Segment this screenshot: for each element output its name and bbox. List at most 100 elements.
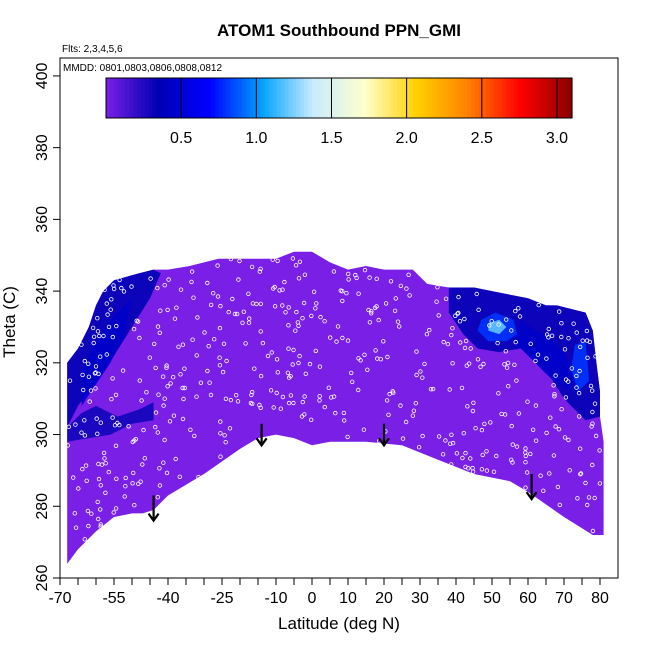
- tropopause-arrow: [255, 423, 268, 448]
- sample-marker: [571, 321, 576, 326]
- sample-marker: [131, 326, 137, 332]
- y-tick-label: 320: [34, 349, 51, 376]
- sample-marker: [103, 461, 108, 466]
- sample-marker: [286, 323, 291, 328]
- colorbar-swatch: [401, 78, 406, 118]
- sample-marker: [328, 395, 334, 400]
- sample-marker: [134, 318, 139, 323]
- sample-marker: [72, 511, 77, 516]
- sample-marker: [280, 287, 285, 292]
- sample-marker: [424, 332, 430, 337]
- sample-marker: [471, 400, 476, 405]
- sample-marker: [111, 286, 117, 292]
- colorbar-swatch: [529, 78, 534, 118]
- sample-marker: [470, 465, 475, 471]
- sample-marker: [95, 516, 101, 522]
- arrow-head: [525, 491, 538, 501]
- colorbar-swatch: [467, 78, 472, 118]
- sample-marker: [277, 288, 282, 293]
- sample-marker: [240, 320, 245, 325]
- sample-marker: [509, 328, 514, 333]
- colorbar-swatch: [393, 78, 398, 118]
- sample-marker: [541, 488, 546, 493]
- sample-marker: [142, 456, 147, 461]
- sample-marker: [510, 442, 515, 447]
- sample-marker: [416, 445, 422, 450]
- colorbar-swatch: [125, 78, 130, 118]
- sample-marker: [167, 419, 173, 424]
- sample-marker: [215, 263, 220, 268]
- sample-marker: [291, 400, 296, 406]
- sample-marker: [307, 361, 313, 367]
- sample-marker: [248, 400, 254, 406]
- sample-marker: [533, 438, 539, 443]
- colorbar-swatch: [537, 78, 542, 118]
- data-field-region: [67, 402, 154, 442]
- sample-marker: [548, 415, 553, 420]
- sample-marker: [504, 317, 509, 322]
- colorbar-swatch: [463, 78, 468, 118]
- sample-marker: [395, 319, 401, 324]
- sample-marker: [436, 313, 441, 318]
- y-tick-label: 300: [34, 421, 51, 448]
- colorbar-frame: [105, 77, 573, 119]
- sample-marker: [82, 433, 88, 438]
- sample-marker: [271, 286, 276, 291]
- sample-marker: [268, 388, 274, 393]
- sample-marker: [476, 307, 481, 312]
- sample-marker: [84, 478, 89, 483]
- sample-marker: [309, 417, 314, 422]
- sample-marker: [449, 432, 454, 437]
- sample-marker: [282, 279, 287, 285]
- sample-marker: [271, 405, 276, 410]
- sample-marker: [590, 462, 595, 468]
- sample-marker: [102, 287, 107, 292]
- sample-marker: [544, 356, 549, 361]
- sample-marker: [120, 368, 126, 373]
- sample-marker: [314, 301, 319, 306]
- sample-marker: [397, 324, 402, 329]
- colorbar-swatch: [350, 78, 356, 118]
- tropopause-arrow: [147, 495, 160, 523]
- sample-marker: [453, 313, 458, 318]
- sample-marker: [87, 399, 92, 404]
- sample-marker: [210, 291, 216, 296]
- sample-marker: [202, 330, 207, 335]
- colorbar-swatch: [436, 78, 441, 118]
- sample-marker: [98, 483, 103, 488]
- colorbar-swatch: [106, 78, 111, 118]
- sample-marker: [502, 412, 508, 417]
- sample-marker: [559, 334, 564, 340]
- sample-marker: [428, 387, 434, 392]
- sample-marker: [481, 361, 486, 367]
- colorbar-swatch: [210, 78, 216, 118]
- colorbar-swatch: [494, 78, 499, 118]
- sample-marker: [88, 388, 94, 393]
- sample-marker: [331, 269, 337, 274]
- sample-marker: [504, 365, 510, 370]
- sample-marker: [137, 378, 142, 383]
- sample-marker: [456, 294, 461, 300]
- colorbar-swatch: [420, 78, 426, 118]
- sample-marker: [517, 314, 523, 319]
- sample-marker: [434, 299, 439, 304]
- sample-marker: [228, 397, 234, 403]
- sample-marker: [414, 372, 419, 378]
- sample-marker: [108, 307, 113, 312]
- sample-marker: [86, 523, 91, 529]
- sample-marker: [130, 481, 135, 486]
- sample-marker: [406, 272, 411, 277]
- colorbar-swatch: [439, 78, 445, 118]
- sample-marker: [345, 338, 351, 343]
- colorbar-swatch: [164, 78, 169, 118]
- sample-marker: [206, 344, 211, 349]
- colorbar-swatch: [432, 78, 437, 118]
- sample-marker: [101, 450, 107, 456]
- sample-marker: [468, 346, 473, 351]
- sample-marker: [418, 369, 423, 374]
- sample-marker: [313, 306, 318, 311]
- sample-marker: [369, 311, 374, 316]
- sample-marker: [513, 339, 518, 345]
- colorbar-swatch: [389, 78, 394, 118]
